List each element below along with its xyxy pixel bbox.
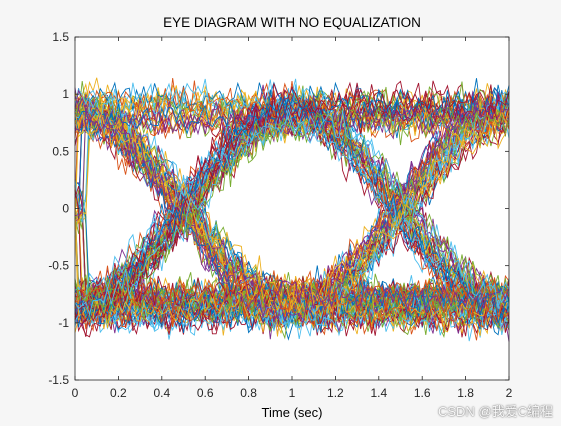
- x-tick-label: 1.4: [370, 386, 387, 400]
- eye-trace: [74, 107, 510, 313]
- y-tick-label: -0.5: [48, 259, 69, 273]
- x-tick-label: 1.6: [414, 386, 431, 400]
- eye-trace: [74, 96, 510, 324]
- x-axis: 0 0.2 0.4 0.6 0.8 1 1.2 1.4 1.6 1.8 2: [72, 37, 513, 400]
- eye-trace: [74, 80, 510, 326]
- y-tick-label: 0.5: [52, 144, 69, 158]
- chart-title: EYE DIAGRAM WITH NO EQUALIZATION: [163, 15, 421, 30]
- watermark: CSDN @我爱C编程: [437, 404, 553, 419]
- eye-trace: [74, 109, 510, 316]
- eye-trace: [74, 102, 510, 304]
- x-tick-label: 1.2: [327, 386, 344, 400]
- eye-trace: [74, 105, 510, 308]
- eye-trace: [74, 292, 510, 331]
- x-tick-label: 0.8: [240, 386, 257, 400]
- y-tick-label: -1.5: [48, 373, 69, 387]
- x-tick-label: 2: [506, 386, 513, 400]
- eye-trace: [74, 103, 510, 310]
- y-tick-label: 1: [62, 87, 69, 101]
- eye-trace: [74, 89, 510, 325]
- eye-trace: [74, 91, 510, 334]
- y-tick-label: 1.5: [52, 30, 69, 44]
- y-tick-label: -1: [58, 316, 69, 330]
- eye-trace: [74, 94, 510, 319]
- eye-trace: [74, 82, 509, 330]
- eye-trace: [74, 112, 510, 308]
- eye-trace: [74, 115, 510, 309]
- x-axis-label: Time (sec): [262, 405, 323, 420]
- eye-trace: [74, 83, 510, 333]
- x-tick-label: 0.6: [197, 386, 214, 400]
- x-tick-label: 1: [289, 386, 296, 400]
- eye-trace: [74, 105, 510, 299]
- eye-trace: [74, 113, 510, 318]
- eye-trace: [74, 114, 510, 309]
- x-tick-label: 0.2: [110, 386, 127, 400]
- x-tick-label: 0.4: [153, 386, 170, 400]
- eye-trace: [74, 114, 510, 310]
- x-tick-label: 1.8: [457, 386, 474, 400]
- eye-trace: [74, 274, 510, 313]
- y-axis: -1.5 -1 -0.5 0 0.5 1 1.5: [48, 30, 509, 387]
- eye-traces: [74, 77, 510, 342]
- x-tick-label: 0: [72, 386, 79, 400]
- y-tick-label: 0: [62, 202, 69, 216]
